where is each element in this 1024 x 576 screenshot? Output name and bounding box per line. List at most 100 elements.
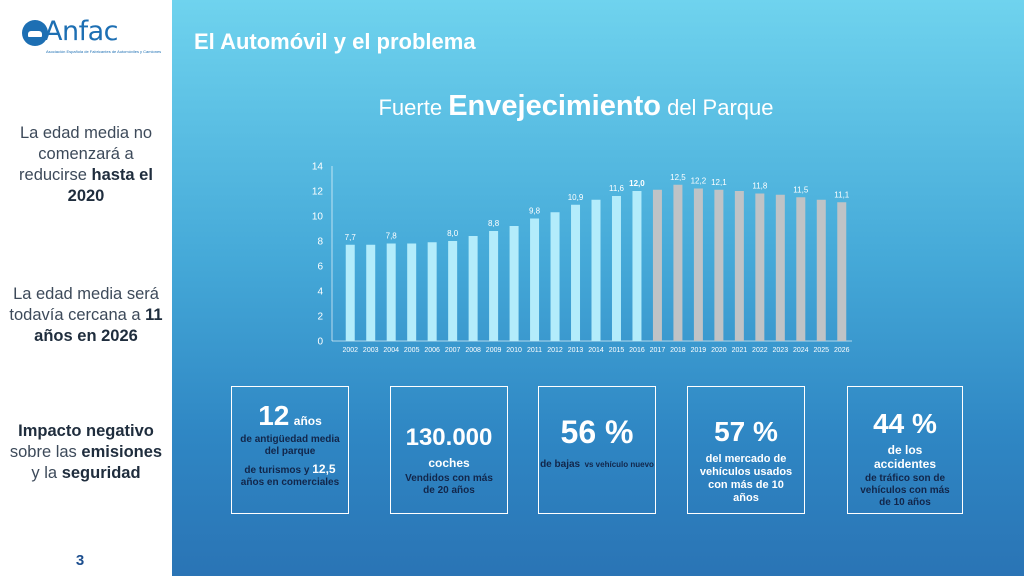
stat-age-value-2: 12,5 [312,462,336,476]
stat-cars-desc: Vendidos con más de 20 años [405,473,493,496]
y-tick-label: 14 [312,162,324,173]
bar-2011 [530,218,540,341]
x-tick-label: 2007 [445,347,461,354]
data-label: 12,2 [691,177,707,186]
page-number: 3 [75,552,85,569]
y-tick-label: 6 [317,262,323,273]
x-tick-label: 2011 [527,347,542,354]
x-tick-label: 2025 [813,347,829,354]
stat-cars-value: 130.000 [405,424,493,451]
stat-scrappage-desc-2: vs vehículo nuevo [584,460,654,469]
note-3-text-2: y la [31,464,58,482]
bar-2019 [693,188,703,341]
stat-accidents-desc-2: de tráfico son de vehículos con más de 1… [860,473,950,508]
x-tick-label: 2016 [629,347,645,354]
x-tick-label: 2010 [506,347,522,354]
data-label: 12,1 [711,178,727,187]
stat-accidents-desc: de los accidentes [873,443,937,471]
bar-2018 [673,184,683,341]
x-tick-label: 2002 [342,347,358,354]
data-label: 9,8 [529,207,541,216]
bar-2021 [734,191,744,341]
stat-box-accidents: 44 % de los accidentes de tráfico son de… [847,386,963,514]
stat-age-desc: de antigüedad media del parque [240,434,340,457]
data-label: 12,5 [670,173,686,182]
bar-2025 [816,199,826,341]
car-globe-icon [22,20,48,46]
page-title: El Automóvil y el problema [194,29,476,54]
note-3-emph-1: Impacto negativo [18,422,154,440]
stat-age-value: 12 [258,400,290,431]
bar-2010 [509,226,519,341]
x-tick-label: 2006 [424,347,440,354]
data-label: 11,8 [752,182,768,191]
stat-used-desc: del mercado de vehículos usados con más … [699,453,793,504]
stat-scrappage-desc: de bajas [540,459,581,470]
data-label: 7,8 [386,232,398,241]
logo-wordmark: Anfac [44,16,118,47]
y-tick-label: 4 [317,287,323,298]
stat-age-desc-3: años en comerciales [240,477,340,488]
note-1-emph: hasta el 2020 [67,166,153,205]
stat-box-scrappage: 56 % de bajas vs vehículo nuevo [538,386,656,514]
chart-title-post: del Parque [667,95,774,120]
note-3-emph-3: seguridad [61,464,141,482]
x-tick-label: 2012 [547,347,563,354]
x-tick-label: 2019 [691,347,707,354]
stat-accidents-value: 44 % [873,408,937,439]
data-label: 10,9 [568,193,584,202]
x-tick-label: 2004 [383,347,399,354]
x-tick-label: 2024 [793,347,809,354]
sidebar-note-2: La edad media será todavía cercana a 11 … [4,284,168,347]
y-tick-label: 10 [312,212,324,223]
x-tick-label: 2014 [588,347,604,354]
x-tick-label: 2013 [568,347,584,354]
bar-2008 [468,236,478,341]
sidebar-note-3: Impacto negativo sobre las emisiones y l… [4,421,168,484]
bar-2017 [652,189,662,341]
x-tick-label: 2009 [486,347,502,354]
age-bar-chart: 0 2 4 6 8 10 12 14 2002 7,7 2003 2004 7,8 2005 2006 200… [312,162,852,354]
bar-2009 [489,231,499,341]
bar-2014 [591,199,601,341]
stat-box-age: 12 años de antigüedad media del parque d… [231,386,349,514]
x-tick-label: 2008 [465,347,481,354]
chart-title: Fuerte Envejecimiento del Parque [172,90,980,123]
stat-box-cars: 130.000 coches Vendidos con más de 20 añ… [390,386,508,514]
x-tick-label: 2026 [834,347,850,354]
stat-age-desc-2: de turismos y [244,465,310,476]
bar-2020 [714,189,724,341]
y-tick-label: 12 [312,187,324,198]
bar-2004 [386,243,396,341]
stat-scrappage-value: 56 % [560,414,634,450]
x-tick-label: 2018 [670,347,686,354]
x-tick-label: 2005 [404,347,420,354]
data-label: 7,7 [345,233,357,242]
x-tick-label: 2021 [732,347,748,354]
sidebar-note-1: La edad media no comenzará a reducirse h… [4,123,168,207]
chart-title-pre: Fuerte [378,95,443,120]
note-2-text: La edad media será todavía cercana a [9,285,159,324]
bar-2024 [796,197,806,341]
stat-age-unit: años [293,414,322,428]
bar-2002 [345,244,355,341]
note-3-emph-2: emisiones [81,443,163,461]
bar-2016 [632,191,642,341]
x-tick-label: 2015 [609,347,625,354]
x-tick-label: 2023 [773,347,789,354]
data-label: 8,0 [447,229,459,238]
logo-tagline: Asociación Española de Fabricantes de Au… [46,49,162,54]
stat-used-value: 57 % [714,416,778,447]
anfac-logo[interactable]: Anfac Asociación Española de Fabricantes… [22,16,161,56]
note-2-emph: 11 años en 2026 [34,306,163,345]
bar-2005 [407,243,417,341]
bar-2012 [550,212,560,341]
bar-2013 [571,204,581,341]
bar-2015 [611,196,621,341]
y-tick-label: 0 [317,337,323,348]
data-label: 8,8 [488,219,500,228]
x-tick-label: 2017 [650,347,666,354]
bar-2026 [837,202,847,341]
left-panel: Anfac Asociación Española de Fabricantes… [0,0,172,576]
note-3-text-1: sobre las [9,443,77,461]
